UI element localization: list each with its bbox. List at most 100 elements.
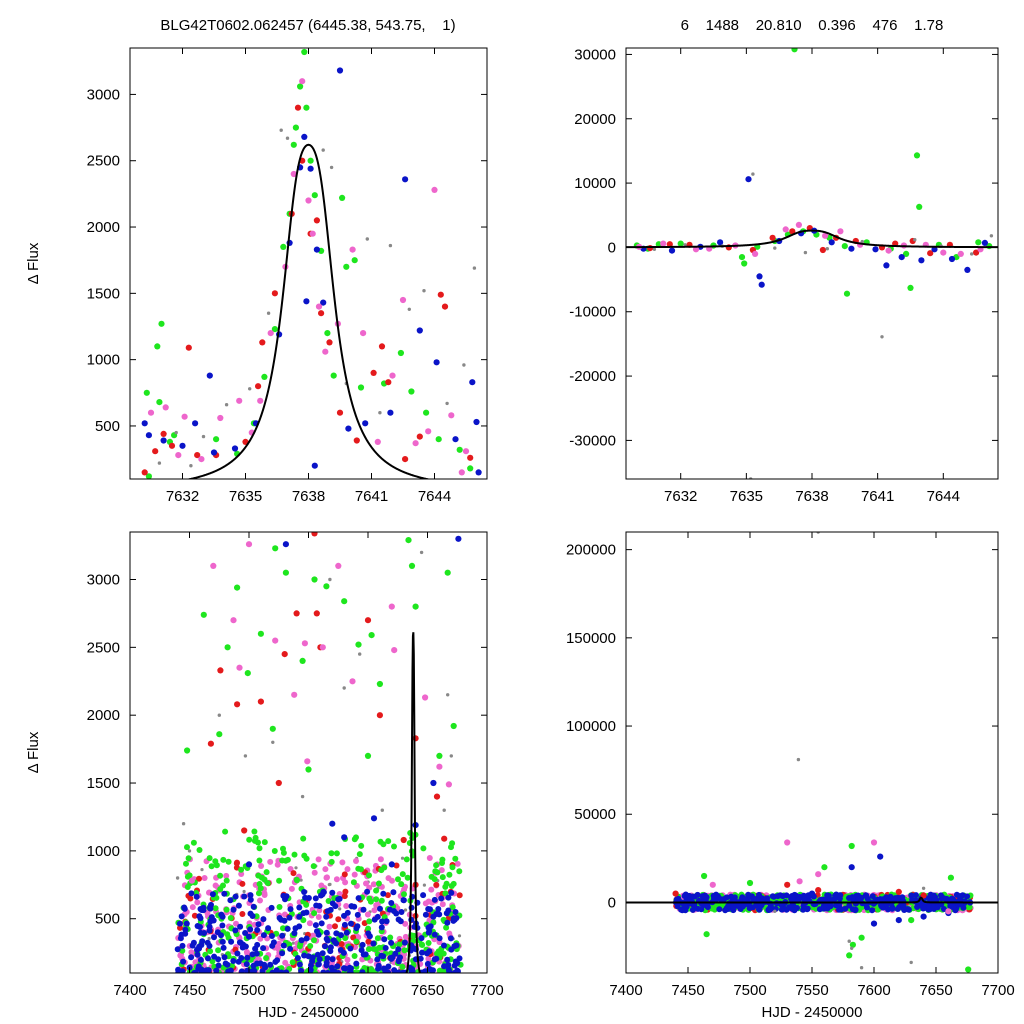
cloud-point-green xyxy=(438,949,445,956)
y-tick-label: 3000 xyxy=(87,571,120,588)
data-point-red xyxy=(789,228,796,235)
data-point-green xyxy=(849,941,857,948)
cloud-point-blue xyxy=(821,905,827,912)
data-point-pink xyxy=(188,877,195,884)
cloud-point-blue xyxy=(445,966,452,973)
cloud-point-green xyxy=(206,855,213,862)
cloud-point-blue xyxy=(934,904,941,911)
cloud-point-blue xyxy=(241,893,248,900)
cloud-point-blue xyxy=(374,956,381,963)
cloud-point-blue xyxy=(355,895,362,902)
data-point-red xyxy=(353,437,360,444)
cloud-point-pink xyxy=(315,914,322,920)
data-point-pink xyxy=(431,186,438,193)
data-point-green xyxy=(408,388,415,395)
cloud-point-green xyxy=(385,838,392,845)
data-point-green xyxy=(184,747,191,754)
data-point-blue xyxy=(303,298,310,305)
data-point-red xyxy=(364,617,372,624)
cloud-point-gray xyxy=(242,889,246,894)
cloud-point-blue xyxy=(375,965,382,972)
data-point-green xyxy=(200,611,207,618)
cloud-point-green xyxy=(284,856,291,863)
data-point-green xyxy=(299,657,306,665)
cloud-point-blue xyxy=(292,925,299,932)
x-tick-label: 7600 xyxy=(351,982,384,999)
cloud-point-blue xyxy=(445,907,452,914)
cloud-point-green xyxy=(351,953,358,959)
data-point-blue xyxy=(282,541,289,548)
cloud-point-blue xyxy=(422,911,429,918)
cloud-point-blue xyxy=(298,937,305,944)
cloud-point-green xyxy=(310,863,317,870)
data-point-pink xyxy=(305,197,312,204)
data-point-blue xyxy=(717,239,724,246)
panels: 7632 7635 7638 7641 7644 500 1000 1500 2000 2500 3… xyxy=(25,46,1015,1021)
cloud-point-blue xyxy=(427,906,433,913)
cloud-point-blue xyxy=(259,968,266,973)
x-tick-label: 7500 xyxy=(232,982,265,999)
cloud-point-blue xyxy=(825,892,832,899)
cloud-point-green xyxy=(271,848,278,854)
data-point-red xyxy=(241,827,248,834)
y-tick-label: 2500 xyxy=(87,153,120,170)
cloud-point-blue xyxy=(769,893,776,900)
cloud-point-green xyxy=(215,947,222,954)
cloud-point-red xyxy=(196,875,202,882)
cloud-point-blue xyxy=(308,962,314,969)
cloud-point-green xyxy=(300,917,307,924)
cloud-point-red xyxy=(361,920,368,927)
data-point-green xyxy=(364,752,372,760)
x-tick-label: 7550 xyxy=(292,982,325,999)
data-point-green xyxy=(341,598,348,605)
data-point-pink xyxy=(198,456,205,463)
cloud-point-pink xyxy=(422,900,429,907)
data-point-gray xyxy=(796,757,801,762)
plot-area-zoom_left xyxy=(141,48,482,479)
cloud-point-blue xyxy=(855,892,861,899)
data-point-gray xyxy=(989,234,994,238)
cloud-point-green xyxy=(358,866,364,873)
data-point-gray xyxy=(388,243,393,248)
cloud-point-green xyxy=(399,963,406,970)
data-point-green xyxy=(841,243,848,250)
data-point-gray xyxy=(365,237,369,241)
data-point-pink xyxy=(360,330,367,337)
title-right: 6 1488 20.810 0.396 476 1.78 xyxy=(681,17,944,34)
cloud-point-green xyxy=(223,877,230,884)
data-point-blue xyxy=(898,254,905,261)
cloud-point-blue xyxy=(205,967,212,973)
cloud-point-pink xyxy=(324,874,330,881)
data-point-gray xyxy=(243,754,248,758)
cloud-point-green xyxy=(391,843,397,850)
cloud-point-blue xyxy=(283,969,290,973)
cloud-point-green xyxy=(387,934,394,941)
cloud-point-blue xyxy=(417,955,424,962)
cloud-point-blue xyxy=(294,955,301,961)
cloud-point-green xyxy=(449,904,456,911)
data-point-blue xyxy=(920,913,927,920)
data-point-blue xyxy=(329,820,336,827)
cloud-point-blue xyxy=(315,961,322,968)
data-point-green xyxy=(234,584,241,591)
data-point-green xyxy=(357,384,365,391)
cloud-point-blue xyxy=(391,967,398,973)
data-point-red xyxy=(293,610,300,617)
cloud-point-green xyxy=(208,863,215,870)
cloud-point-green xyxy=(258,874,265,881)
cloud-point-pink xyxy=(428,886,435,893)
cloud-point-pink xyxy=(238,871,245,877)
cloud-point-blue xyxy=(221,890,228,897)
data-point-pink xyxy=(236,397,243,404)
data-point-green xyxy=(330,372,337,379)
cloud-point-gray xyxy=(294,866,298,870)
cloud-point-blue xyxy=(689,906,696,913)
cloud-point-blue xyxy=(261,961,268,968)
cloud-point-blue xyxy=(235,902,242,909)
cloud-point-blue xyxy=(255,921,262,928)
data-point-blue xyxy=(430,779,437,787)
cloud-point-green xyxy=(238,866,245,873)
cloud-point-green xyxy=(428,873,435,880)
data-point-pink xyxy=(815,871,822,878)
cloud-point-blue xyxy=(388,900,395,906)
